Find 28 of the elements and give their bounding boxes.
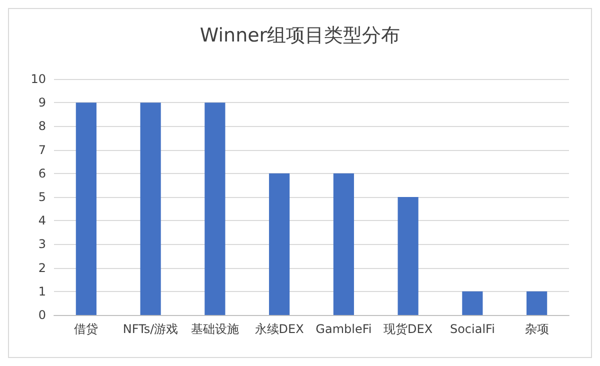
y-tick-label: 5 — [38, 190, 46, 204]
y-tick-label: 2 — [38, 260, 46, 275]
bar — [76, 102, 96, 315]
y-tick-label: 3 — [38, 237, 46, 252]
y-tick-label: 1 — [38, 284, 46, 298]
x-tick-label: 现货DEX — [384, 322, 433, 336]
chart-title: Winner组项目类型分布 — [200, 24, 400, 46]
y-tick-label: 9 — [38, 96, 46, 110]
bar — [269, 173, 290, 315]
x-tick-label: NFTs/游戏 — [122, 322, 178, 336]
bar — [204, 102, 226, 315]
y-tick-label: 8 — [38, 119, 46, 134]
y-tick-label: 10 — [30, 72, 46, 86]
x-tick-label: GambleFi — [316, 322, 372, 336]
bar — [140, 102, 161, 315]
bar — [462, 291, 483, 315]
x-tick-label: 借贷 — [74, 322, 98, 336]
y-tick-label: 0 — [38, 308, 46, 322]
x-tick-label: 基础设施 — [190, 322, 239, 336]
x-tick-label: SocialFi — [450, 322, 495, 336]
y-tick-label: 7 — [38, 142, 46, 157]
x-tick-label: 永续DEX — [254, 322, 304, 336]
bar — [526, 291, 548, 315]
bar — [398, 197, 418, 315]
bar — [333, 173, 354, 315]
y-tick-label: 4 — [38, 214, 46, 228]
y-tick-label: 6 — [38, 166, 46, 180]
x-tick-label: 杂项 — [524, 322, 549, 336]
